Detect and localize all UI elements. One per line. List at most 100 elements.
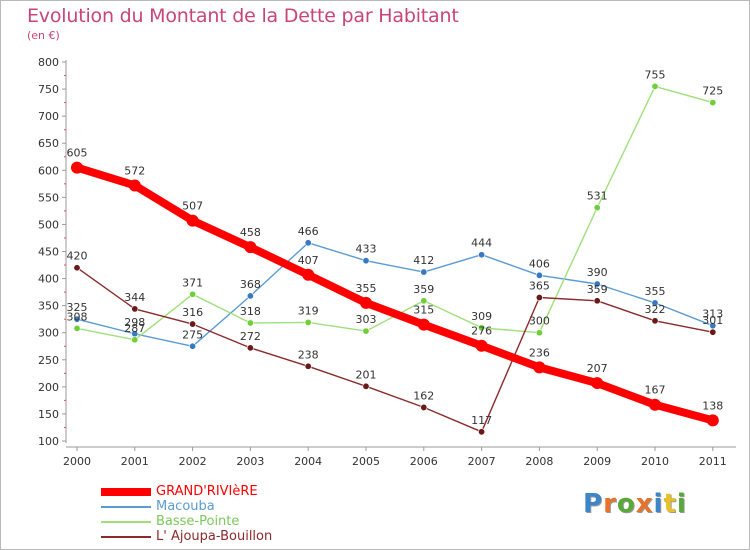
series-3-point — [593, 297, 601, 305]
x-tick-label: 2000 — [63, 455, 91, 468]
series-3-data-label: 301 — [702, 314, 723, 327]
series-3-point — [535, 294, 543, 302]
series-0-point — [128, 179, 141, 192]
chart-title: Evolution du Montant de la Dette par Hab… — [27, 5, 459, 27]
series-1-data-label: 313 — [702, 308, 723, 321]
series-2-data-label: 319 — [298, 304, 319, 317]
series-1-data-label: 298 — [124, 316, 145, 329]
y-tick-label: 450 — [38, 246, 59, 259]
series-3-data-label: 201 — [356, 368, 377, 381]
series-3-data-label: 117 — [471, 414, 492, 427]
series-3-point — [246, 344, 254, 352]
series-1-point — [651, 299, 659, 307]
legend-swatch — [101, 488, 151, 496]
series-3-point — [651, 317, 659, 325]
x-tick-label: 2005 — [352, 455, 380, 468]
series-2-point — [478, 324, 486, 332]
series-0-point — [706, 414, 719, 427]
series-2-point — [73, 324, 81, 332]
series-1-point — [304, 239, 312, 247]
series-1-point — [246, 292, 254, 300]
series-2-data-label: 371 — [182, 276, 203, 289]
chart-subtitle: (en €) — [27, 29, 60, 42]
line-chart: 100 150 200 250 300 350 400 450 500 550 600 650 700 7… — [38, 56, 736, 468]
series-1-point — [593, 280, 601, 288]
y-tick-label: 150 — [38, 408, 59, 421]
series-0-data-label: 315 — [413, 304, 434, 317]
series-2-data-label: 725 — [702, 85, 723, 98]
legend-swatch — [101, 536, 151, 538]
series-1-point — [420, 268, 428, 276]
y-tick-label: 100 — [38, 435, 59, 448]
x-tick-label: 2009 — [583, 455, 611, 468]
legend-item: L' Ajoupa-Bouillon — [101, 529, 361, 544]
x-tick-label: 2007 — [468, 455, 496, 468]
series-0-data-label: 207 — [587, 362, 608, 375]
legend-label: Macouba — [156, 499, 215, 514]
legend-label: GRAND'RIVIèRE — [156, 484, 258, 499]
series-1-point — [73, 315, 81, 323]
series-0-line — [73, 163, 717, 425]
series-2-data-label: 303 — [356, 313, 377, 326]
y-tick-label: 550 — [38, 191, 59, 204]
series-0-data-label: 167 — [645, 384, 666, 397]
series-2-data-label: 308 — [67, 310, 88, 323]
series-3-point — [420, 403, 428, 411]
series-3-line — [76, 267, 714, 433]
series-0-point — [186, 214, 199, 227]
x-tick-label: 2001 — [121, 455, 149, 468]
series-2-point — [535, 329, 543, 337]
y-tick-label: 700 — [38, 110, 59, 123]
series-3-data-label: 162 — [413, 389, 434, 402]
series-1-data-label: 466 — [298, 225, 319, 238]
series-2-point — [709, 99, 717, 107]
x-tick-label: 2003 — [236, 455, 264, 468]
series-1-data-label: 390 — [587, 266, 608, 279]
legend-swatch — [101, 506, 151, 508]
series-3-point — [362, 382, 370, 390]
series-3-point — [304, 362, 312, 370]
series-3-data-label: 316 — [182, 306, 203, 319]
series-2-point — [420, 297, 428, 305]
series-1-data-label: 412 — [413, 254, 434, 267]
legend-label: Basse-Pointe — [156, 514, 240, 529]
series-3-point — [709, 328, 717, 336]
series-0-data-label: 507 — [182, 200, 203, 213]
series-0-point — [360, 296, 372, 309]
series-1-data-label: 406 — [529, 257, 550, 270]
series-2-point — [304, 318, 312, 326]
series-1-line — [76, 242, 714, 347]
y-tick-label: 600 — [38, 164, 59, 177]
series-1-data-label: 325 — [67, 301, 88, 314]
series-0-data-label: 355 — [356, 282, 377, 295]
series-3-data-label: 238 — [298, 348, 319, 361]
x-tick-label: 2008 — [525, 455, 553, 468]
x-tick-label: 2002 — [179, 455, 207, 468]
series-0-data-label: 458 — [240, 226, 261, 239]
series-1-data-label: 444 — [471, 237, 492, 250]
series-0-data-label: 407 — [298, 254, 319, 267]
series-3-data-label: 420 — [67, 250, 88, 263]
legend-label: L' Ajoupa-Bouillon — [156, 529, 273, 544]
x-tick-label: 2006 — [410, 455, 438, 468]
series-2-point — [651, 82, 659, 90]
series-3-data-label: 344 — [124, 291, 145, 304]
series-2-point — [131, 336, 139, 344]
series-0-point — [475, 339, 488, 352]
x-tick-label: 2004 — [294, 455, 322, 468]
series-2-data-label: 531 — [587, 190, 608, 203]
series-3-point — [73, 264, 81, 272]
series-0-point — [302, 268, 315, 281]
series-1-data-label: 433 — [356, 243, 377, 256]
series-0-data-label: 138 — [702, 399, 723, 412]
series-0-point — [591, 377, 604, 390]
series-0-point — [71, 161, 83, 174]
legend-item: Basse-Pointe — [101, 514, 361, 529]
series-2-point — [246, 319, 254, 327]
series-3-data-label: 359 — [587, 283, 608, 296]
legend-item: Macouba — [101, 499, 361, 514]
series-2-line — [76, 85, 714, 341]
series-2-data-label: 287 — [124, 322, 145, 335]
series-0-data-label: 276 — [471, 325, 492, 338]
